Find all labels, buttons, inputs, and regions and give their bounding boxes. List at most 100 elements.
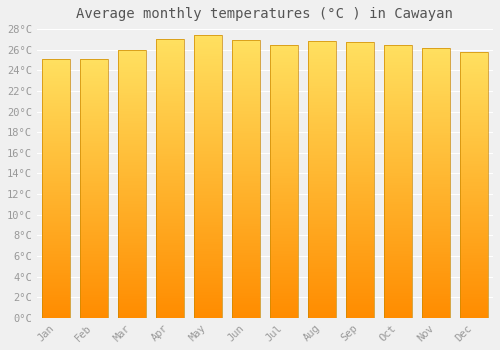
Bar [270, 161, 297, 162]
Bar [384, 260, 411, 262]
Bar [156, 49, 184, 50]
Bar [460, 219, 487, 221]
Bar [460, 222, 487, 223]
Bar [460, 223, 487, 225]
Bar [308, 254, 336, 256]
Bar [232, 217, 260, 218]
Bar [270, 185, 297, 187]
Bar [422, 230, 450, 231]
Bar [270, 209, 297, 210]
Bar [118, 134, 146, 135]
Bar [346, 146, 374, 147]
Bar [194, 234, 222, 236]
Bar [422, 134, 450, 135]
Bar [194, 219, 222, 220]
Bar [156, 238, 184, 240]
Bar [80, 135, 108, 137]
Bar [118, 247, 146, 248]
Bar [156, 180, 184, 181]
Bar [232, 72, 260, 74]
Bar [194, 298, 222, 300]
Bar [42, 164, 70, 165]
Bar [194, 268, 222, 270]
Bar [42, 153, 70, 155]
Bar [346, 250, 374, 252]
Bar [422, 168, 450, 169]
Bar [346, 219, 374, 220]
Bar [270, 153, 297, 154]
Bar [270, 79, 297, 80]
Bar [384, 133, 411, 135]
Bar [118, 142, 146, 144]
Bar [422, 112, 450, 114]
Bar [42, 305, 70, 306]
Bar [384, 204, 411, 206]
Bar [42, 84, 70, 85]
Bar [156, 289, 184, 290]
Bar [460, 116, 487, 117]
Bar [232, 309, 260, 311]
Bar [270, 76, 297, 77]
Bar [270, 173, 297, 174]
Bar [460, 70, 487, 72]
Bar [42, 306, 70, 308]
Bar [80, 273, 108, 274]
Bar [232, 198, 260, 200]
Bar [270, 269, 297, 270]
Bar [384, 278, 411, 280]
Bar [42, 274, 70, 275]
Bar [384, 57, 411, 58]
Bar [422, 137, 450, 138]
Bar [422, 208, 450, 210]
Bar [194, 176, 222, 178]
Bar [194, 277, 222, 278]
Bar [460, 311, 487, 313]
Bar [42, 149, 70, 151]
Bar [156, 178, 184, 180]
Bar [232, 218, 260, 219]
Bar [156, 190, 184, 191]
Bar [460, 138, 487, 140]
Bar [118, 195, 146, 196]
Bar [384, 284, 411, 285]
Bar [42, 68, 70, 69]
Bar [156, 176, 184, 177]
Bar [118, 170, 146, 172]
Bar [118, 106, 146, 107]
Bar [308, 204, 336, 206]
Bar [346, 164, 374, 165]
Bar [346, 158, 374, 160]
Bar [232, 243, 260, 244]
Bar [422, 177, 450, 179]
Bar [194, 309, 222, 311]
Bar [460, 154, 487, 155]
Bar [422, 304, 450, 306]
Bar [384, 310, 411, 311]
Bar [42, 216, 70, 217]
Bar [80, 88, 108, 89]
Bar [118, 310, 146, 311]
Bar [42, 125, 70, 126]
Bar [422, 87, 450, 88]
Bar [232, 51, 260, 53]
Bar [384, 55, 411, 57]
Bar [156, 106, 184, 107]
Bar [42, 284, 70, 286]
Bar [232, 150, 260, 152]
Bar [308, 135, 336, 137]
Bar [384, 251, 411, 252]
Bar [384, 129, 411, 131]
Bar [232, 155, 260, 157]
Bar [384, 84, 411, 85]
Bar [384, 301, 411, 303]
Bar [308, 57, 336, 58]
Bar [270, 245, 297, 247]
Bar [118, 264, 146, 266]
Bar [346, 42, 374, 44]
Bar [384, 132, 411, 133]
Bar [80, 80, 108, 81]
Bar [346, 297, 374, 299]
Bar [460, 183, 487, 185]
Bar [42, 243, 70, 244]
Bar [384, 121, 411, 122]
